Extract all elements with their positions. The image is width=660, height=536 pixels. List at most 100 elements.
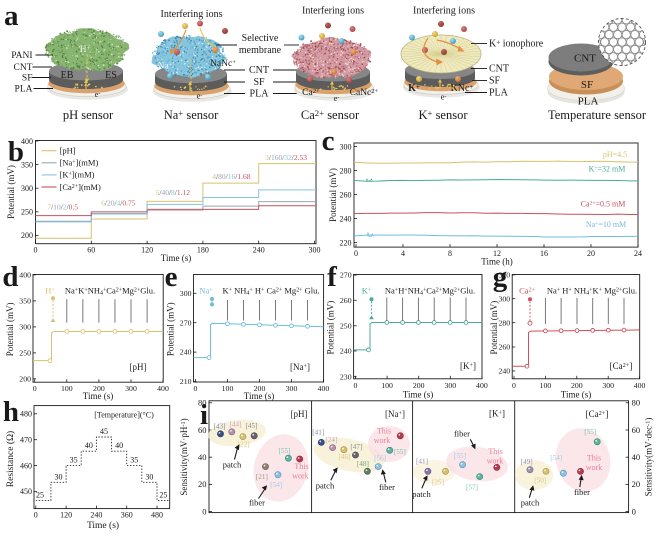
svg-text:[Na+]: [Na+] bbox=[290, 362, 310, 372]
svg-text:300: 300 bbox=[309, 246, 321, 255]
svg-text:CNT: CNT bbox=[14, 63, 33, 73]
svg-text:0: 0 bbox=[194, 384, 198, 393]
svg-text:PLA: PLA bbox=[15, 85, 33, 95]
svg-text:fiber: fiber bbox=[379, 482, 395, 492]
svg-text:[46]: [46] bbox=[339, 453, 351, 461]
svg-text:Potential (mV): Potential (mV) bbox=[328, 168, 338, 222]
svg-text:e: e bbox=[165, 261, 178, 293]
svg-text:Resistance (Ω): Resistance (Ω) bbox=[5, 431, 16, 487]
svg-text:300: 300 bbox=[19, 323, 31, 332]
svg-text:This: This bbox=[377, 426, 391, 435]
svg-text:25: 25 bbox=[36, 490, 44, 499]
svg-text:work: work bbox=[487, 457, 503, 466]
svg-text:Potential (mV): Potential (mV) bbox=[6, 165, 16, 219]
svg-text:[43]: [43] bbox=[214, 422, 226, 430]
svg-text:400: 400 bbox=[318, 384, 330, 393]
svg-text:0: 0 bbox=[354, 249, 358, 258]
svg-text:180: 180 bbox=[197, 246, 209, 255]
svg-text:f: f bbox=[327, 261, 337, 293]
svg-text:240: 240 bbox=[90, 511, 102, 520]
svg-text:240: 240 bbox=[498, 367, 510, 376]
svg-text:300: 300 bbox=[180, 289, 192, 298]
svg-text:3/160/32/2.53: 3/160/32/2.53 bbox=[265, 153, 307, 162]
svg-text:d: d bbox=[2, 261, 18, 293]
svg-text:0: 0 bbox=[354, 381, 358, 390]
svg-text:e-: e- bbox=[197, 91, 203, 101]
svg-text:5/40/8/1.12: 5/40/8/1.12 bbox=[156, 188, 191, 197]
svg-text:230: 230 bbox=[340, 372, 352, 381]
svg-text:100: 100 bbox=[381, 381, 393, 390]
svg-text:Na+ sensor: Na+ sensor bbox=[164, 108, 219, 122]
svg-text:Ca2+=0.5 mM: Ca2+=0.5 mM bbox=[581, 200, 626, 209]
svg-text:100: 100 bbox=[61, 384, 73, 393]
svg-text:80: 80 bbox=[632, 398, 641, 408]
svg-text:SF: SF bbox=[253, 77, 265, 88]
svg-text:CNT: CNT bbox=[249, 65, 269, 76]
svg-text:350: 350 bbox=[19, 297, 31, 306]
svg-text:200: 200 bbox=[19, 374, 31, 383]
svg-text:CNT: CNT bbox=[489, 64, 509, 75]
svg-text:This: This bbox=[294, 462, 308, 471]
svg-text:400: 400 bbox=[157, 384, 169, 393]
svg-text:20: 20 bbox=[587, 249, 595, 258]
svg-text:240: 240 bbox=[340, 214, 352, 223]
svg-text:280: 280 bbox=[340, 166, 352, 175]
svg-text:250: 250 bbox=[19, 349, 31, 358]
svg-text:25: 25 bbox=[159, 490, 167, 499]
svg-text:[Temperature](°C): [Temperature](°C) bbox=[94, 411, 154, 420]
svg-text:patch: patch bbox=[412, 489, 431, 499]
svg-text:Ca2+: Ca2+ bbox=[302, 88, 320, 98]
svg-text:0: 0 bbox=[512, 381, 516, 390]
svg-text:H+: H+ bbox=[80, 45, 91, 55]
svg-text:Ca2+ sensor: Ca2+ sensor bbox=[301, 108, 360, 122]
svg-text:30: 30 bbox=[55, 472, 63, 481]
svg-text:fiber: fiber bbox=[574, 487, 590, 497]
svg-text:45: 45 bbox=[100, 427, 108, 436]
svg-text:[21]: [21] bbox=[256, 473, 268, 481]
svg-text:250: 250 bbox=[340, 321, 352, 330]
svg-text:200: 200 bbox=[413, 381, 425, 390]
svg-text:[Ca2+]: [Ca2+] bbox=[586, 409, 609, 419]
svg-text:260: 260 bbox=[340, 190, 352, 199]
svg-text:fiber: fiber bbox=[454, 428, 470, 438]
svg-text:K+=32 mM: K+=32 mM bbox=[589, 165, 626, 174]
svg-text:b: b bbox=[8, 136, 24, 168]
svg-text:pH sensor: pH sensor bbox=[63, 108, 114, 122]
svg-text:Interfering ions: Interfering ions bbox=[302, 6, 364, 17]
svg-text:280: 280 bbox=[498, 318, 510, 327]
svg-text:Potential (mV): Potential (mV) bbox=[166, 302, 176, 356]
svg-text:CNT: CNT bbox=[574, 53, 596, 65]
svg-text:40: 40 bbox=[198, 452, 207, 462]
svg-text:24: 24 bbox=[634, 249, 642, 258]
svg-text:470: 470 bbox=[20, 436, 32, 445]
svg-text:SF: SF bbox=[22, 74, 33, 84]
svg-text:Time (s): Time (s) bbox=[83, 391, 113, 401]
svg-text:[K+]: [K+] bbox=[460, 361, 476, 371]
svg-text:[pH]: [pH] bbox=[60, 146, 76, 156]
svg-text:SF: SF bbox=[489, 76, 501, 87]
svg-text:Interfering ions: Interfering ions bbox=[161, 9, 223, 20]
svg-text:[56]: [56] bbox=[374, 455, 386, 463]
svg-text:240: 240 bbox=[180, 348, 192, 357]
svg-text:40: 40 bbox=[115, 441, 123, 450]
svg-text:300: 300 bbox=[498, 294, 510, 303]
svg-text:Selective: Selective bbox=[242, 33, 279, 44]
svg-text:480: 480 bbox=[20, 410, 32, 419]
svg-text:Na+ H+ NH4+K+ Mg2+Glu.: Na+ H+ NH4+K+ Mg2+Glu. bbox=[547, 286, 637, 297]
svg-text:120: 120 bbox=[60, 511, 72, 520]
svg-text:PLA: PLA bbox=[578, 96, 599, 108]
svg-text:pH=4.5: pH=4.5 bbox=[603, 150, 627, 159]
svg-text:Na+H+NH4+Ca2+Mg2+Glu.: Na+H+NH4+Ca2+Mg2+Glu. bbox=[385, 286, 475, 297]
svg-text:[24]: [24] bbox=[325, 436, 337, 444]
svg-text:Time (h): Time (h) bbox=[481, 257, 512, 267]
svg-text:35: 35 bbox=[130, 455, 138, 464]
svg-text:[50]: [50] bbox=[534, 477, 546, 485]
svg-text:SF: SF bbox=[581, 79, 593, 91]
svg-text:[57]: [57] bbox=[466, 484, 478, 492]
svg-text:35: 35 bbox=[70, 455, 78, 464]
svg-text:0: 0 bbox=[632, 506, 636, 516]
svg-text:400: 400 bbox=[21, 137, 33, 146]
svg-text:4/80/16/1.68: 4/80/16/1.68 bbox=[212, 172, 250, 181]
svg-text:[K+]: [K+] bbox=[489, 409, 505, 419]
svg-text:Potential (mV): Potential (mV) bbox=[489, 301, 499, 355]
